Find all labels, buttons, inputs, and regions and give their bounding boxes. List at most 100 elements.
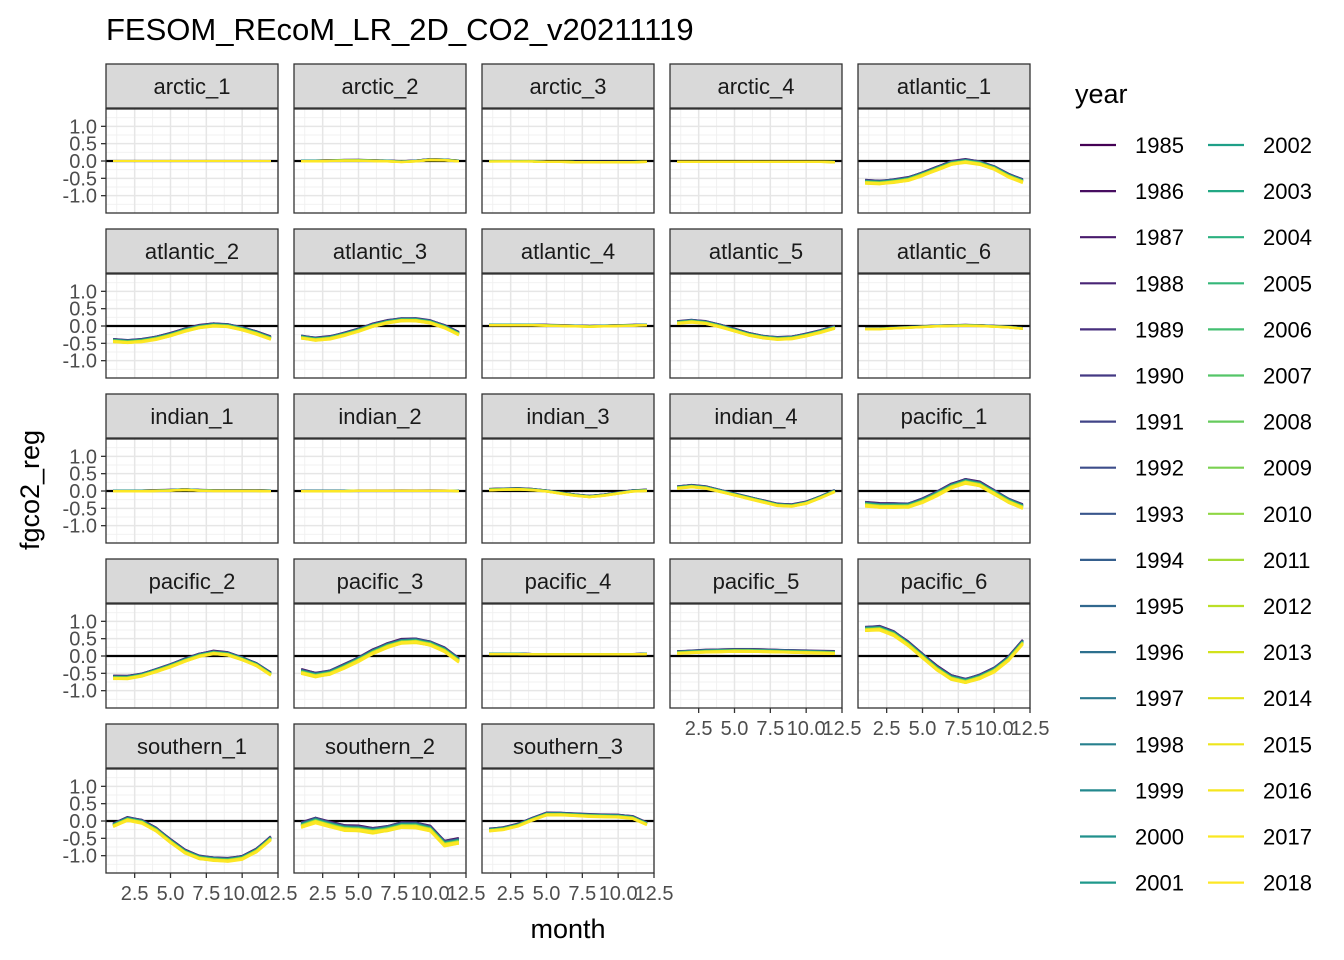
panel-border xyxy=(669,108,843,214)
panel-strip xyxy=(105,63,279,109)
series-line-2018 xyxy=(301,158,459,164)
panel-pacific_4: pacific_4 xyxy=(481,558,655,709)
y-tick-label: 0.5 xyxy=(69,464,97,486)
series-line-2018 xyxy=(865,629,1024,684)
panel-strip-label: southern_2 xyxy=(325,734,435,759)
series-line-2018 xyxy=(677,485,836,508)
y-tick-label: -1.0 xyxy=(63,351,97,373)
panel-atlantic_3: atlantic_3 xyxy=(293,228,467,379)
panel-strip-label: pacific_2 xyxy=(149,569,236,594)
panel-border xyxy=(857,438,1031,544)
panel-strip xyxy=(669,63,843,109)
legend-title: year xyxy=(1075,79,1128,109)
panel-atlantic_5: atlantic_5 xyxy=(669,228,843,379)
series-group xyxy=(489,160,647,164)
legend-label: 1987 xyxy=(1135,225,1184,250)
y-tick-label: 0.0 xyxy=(69,316,97,338)
panel-arctic_3: arctic_3 xyxy=(481,63,655,214)
panel-strip xyxy=(857,63,1031,109)
panel-strip xyxy=(293,228,467,274)
legend-item-2003: 2003 xyxy=(1208,179,1312,204)
series-group xyxy=(865,157,1024,186)
panel-atlantic_6: atlantic_6 xyxy=(857,228,1031,379)
panel-strip xyxy=(105,723,279,769)
panel-strip xyxy=(293,393,467,439)
panel-strip-label: indian_1 xyxy=(150,404,233,429)
panel-strip xyxy=(481,558,655,604)
panel-strip-label: pacific_6 xyxy=(901,569,988,594)
panel-border xyxy=(857,273,1031,379)
series-line-2018 xyxy=(865,160,1024,185)
legend-label: 2009 xyxy=(1263,456,1312,481)
legend-label: 2014 xyxy=(1263,686,1312,711)
legend-label: 1988 xyxy=(1135,271,1184,296)
panel-border xyxy=(669,438,843,544)
legend-item-2012: 2012 xyxy=(1208,594,1312,619)
series-line-2018 xyxy=(112,819,272,863)
panel-pacific_3: pacific_3 xyxy=(293,558,467,709)
series-group xyxy=(300,816,460,848)
panel-arctic_2: arctic_2 xyxy=(293,63,467,214)
x-tick-label: 5.0 xyxy=(157,883,185,905)
panel-strip-label: arctic_2 xyxy=(341,74,418,99)
series-line-2018 xyxy=(865,481,1024,510)
panel-strip-label: atlantic_6 xyxy=(897,239,991,264)
series-line-2018 xyxy=(677,650,835,655)
series-line-2018 xyxy=(489,324,647,328)
series-line-2016 xyxy=(300,820,459,847)
x-tick-label: 12.5 xyxy=(447,883,486,905)
legend-item-2010: 2010 xyxy=(1208,502,1312,527)
legend-item-2011: 2011 xyxy=(1208,548,1310,573)
series-line-2018 xyxy=(489,652,647,656)
panel-strip-label: indian_3 xyxy=(526,404,609,429)
x-tick-label: 7.5 xyxy=(944,718,972,740)
panel-arctic_4: arctic_4 xyxy=(669,63,843,214)
panel-southern_1: southern_1 -1.0-0.50.00.51.0 2.5 5.0 7.5 10.0… xyxy=(63,723,297,905)
series-group xyxy=(301,317,460,342)
x-tick-label: 7.5 xyxy=(380,883,408,905)
panel-strip xyxy=(481,228,655,274)
series-group xyxy=(113,322,272,345)
y-tick-label: -0.5 xyxy=(63,168,97,190)
y-tick-label: 0.0 xyxy=(69,151,97,173)
y-tick-label: -1.0 xyxy=(63,516,97,538)
legend-label: 2005 xyxy=(1263,271,1312,296)
series-group xyxy=(113,488,271,493)
x-axis-label: month xyxy=(530,914,605,944)
panel-strip xyxy=(293,558,467,604)
series-group xyxy=(301,158,459,164)
panel-atlantic_1: atlantic_1 xyxy=(857,63,1031,214)
panel-strip-label: atlantic_2 xyxy=(145,239,239,264)
y-tick-label: 0.5 xyxy=(69,629,97,651)
panel-strip xyxy=(669,228,843,274)
series-group xyxy=(677,318,836,341)
legend-item-2014: 2014 xyxy=(1208,686,1312,711)
legend-item-1997: 1997 xyxy=(1080,686,1184,711)
series-group xyxy=(113,649,272,681)
legend-item-1992: 1992 xyxy=(1080,456,1184,481)
series-group xyxy=(865,477,1024,510)
y-tick-label: 0.0 xyxy=(69,811,97,833)
series-line-2018 xyxy=(865,324,1023,331)
y-tick-label: -0.5 xyxy=(63,663,97,685)
series-group xyxy=(301,489,459,493)
legend-label: 2003 xyxy=(1263,179,1312,204)
panel-border xyxy=(293,603,467,709)
panel-indian_1: indian_1 -1.0-0.50.00.51.0 xyxy=(63,393,279,544)
legend-label: 2001 xyxy=(1135,871,1184,896)
legend-item-2004: 2004 xyxy=(1208,225,1312,250)
series-group xyxy=(489,652,647,656)
legend-label: 1990 xyxy=(1135,364,1184,389)
legend-label: 2002 xyxy=(1263,133,1312,158)
series-group xyxy=(865,323,1023,331)
y-axis-label: fgco2_reg xyxy=(15,430,45,550)
panel-atlantic_4: atlantic_4 xyxy=(481,228,655,379)
panel-pacific_1: pacific_1 xyxy=(857,393,1031,544)
series-line-2018 xyxy=(301,319,460,342)
legend-label: 2016 xyxy=(1263,778,1312,803)
series-group xyxy=(112,815,272,863)
legend-label: 2000 xyxy=(1135,825,1184,850)
panel-strip-label: indian_4 xyxy=(714,404,797,429)
panel-arctic_1: arctic_1 -1.0-0.50.00.51.0 xyxy=(63,63,279,214)
panel-strip-label: pacific_5 xyxy=(713,569,800,594)
